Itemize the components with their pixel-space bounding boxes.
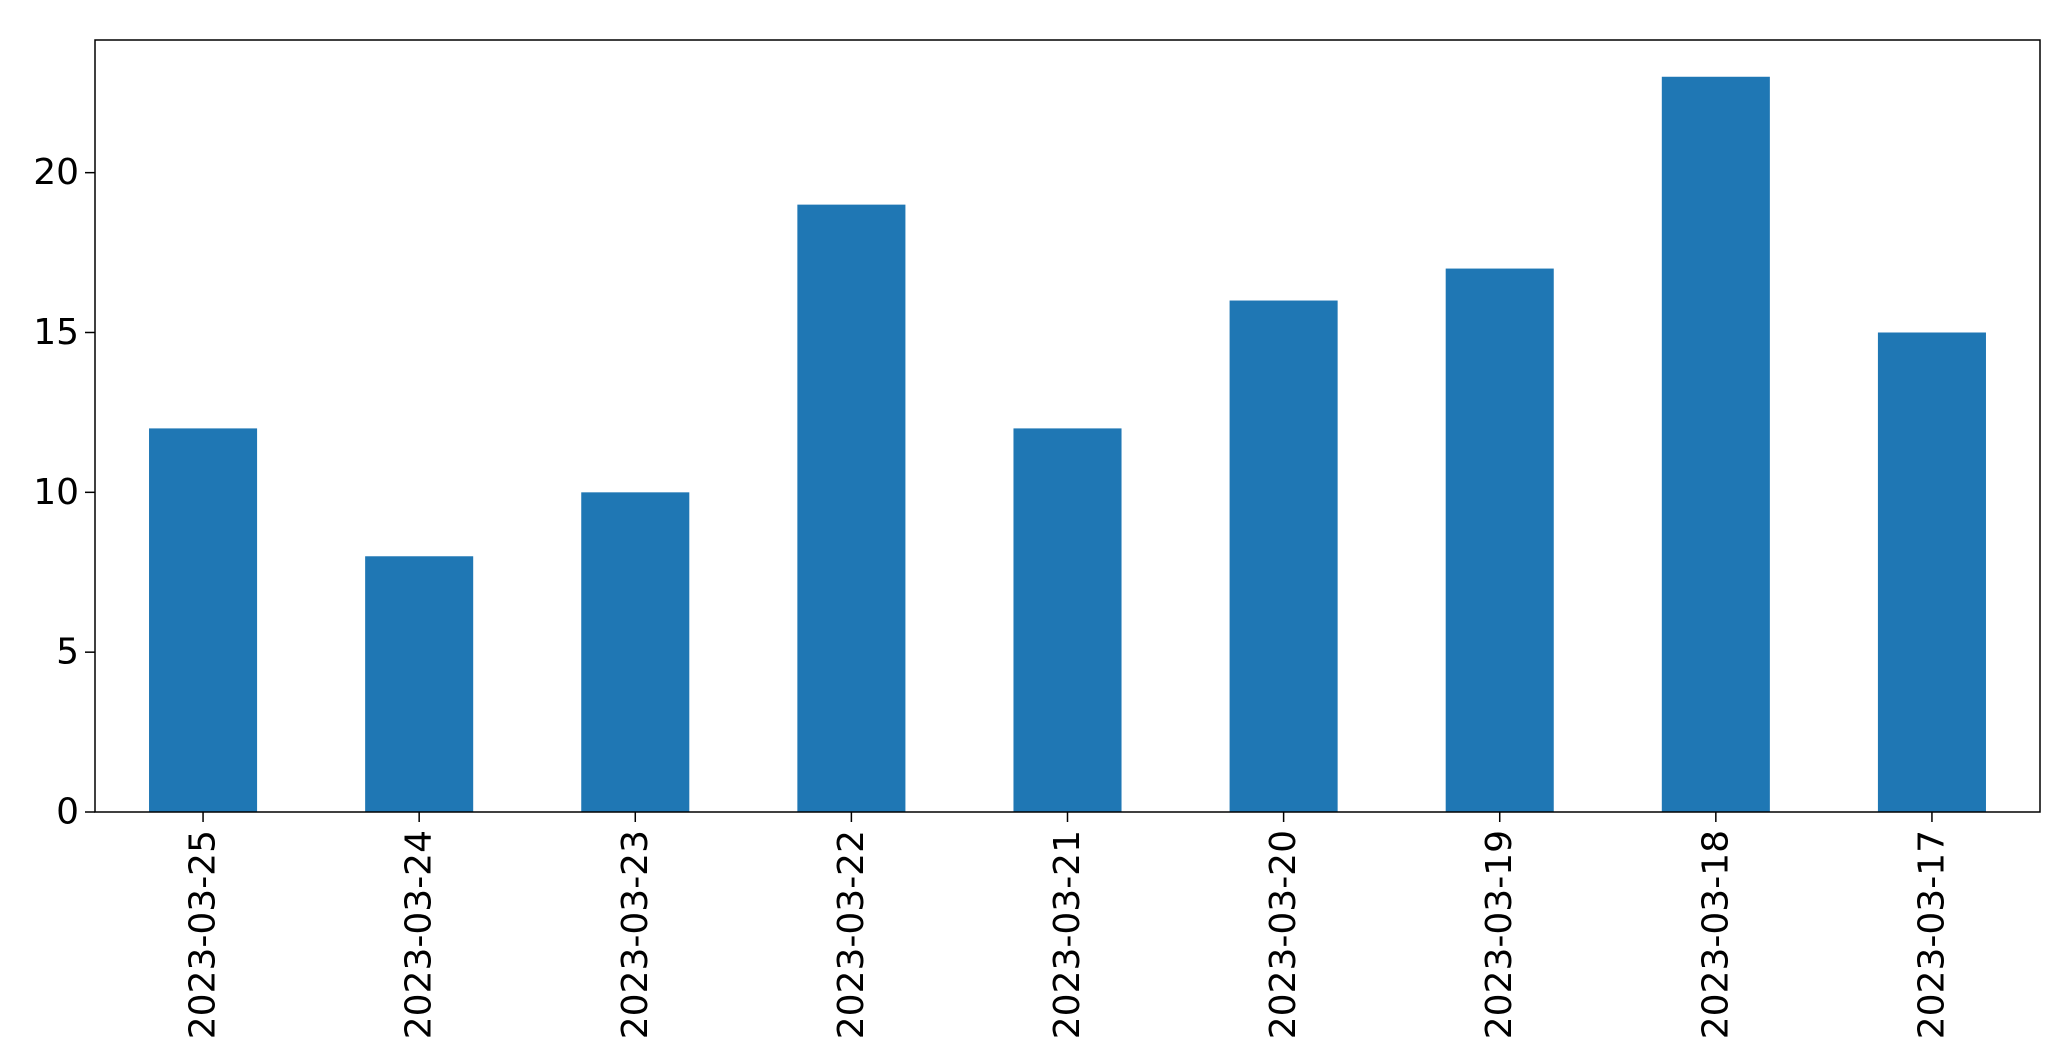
x-tick-label: 2023-03-17 bbox=[1911, 830, 1952, 1039]
x-axis: 2023-03-25 2023-03-24 2023-03-23 2023-03-22… bbox=[183, 812, 1952, 1039]
bar-2023-03-20 bbox=[1229, 300, 1338, 812]
bar-2023-03-25 bbox=[149, 428, 258, 812]
bar-2023-03-18 bbox=[1661, 76, 1770, 812]
y-tick-label: 20 bbox=[33, 152, 79, 193]
bar-2023-03-24 bbox=[365, 556, 474, 812]
x-tick-label: 2023-03-18 bbox=[1695, 830, 1736, 1039]
bar-2023-03-19 bbox=[1445, 268, 1554, 813]
bar-2023-03-17 bbox=[1877, 332, 1986, 812]
x-tick-label: 2023-03-23 bbox=[615, 830, 656, 1039]
x-tick-label: 2023-03-21 bbox=[1047, 830, 1088, 1039]
y-tick-label: 15 bbox=[33, 312, 79, 353]
x-tick-label: 2023-03-20 bbox=[1263, 830, 1304, 1039]
y-axis: 0 5 10 15 20 bbox=[33, 152, 95, 833]
bars-group bbox=[149, 76, 1986, 813]
bar-2023-03-23 bbox=[581, 492, 690, 812]
bar-2023-03-22 bbox=[797, 204, 906, 812]
y-tick-label: 5 bbox=[56, 632, 79, 673]
x-tick-label: 2023-03-19 bbox=[1479, 830, 1520, 1039]
x-tick-label: 2023-03-25 bbox=[183, 830, 224, 1039]
x-tick-label: 2023-03-24 bbox=[399, 830, 440, 1039]
y-tick-label: 0 bbox=[56, 792, 79, 833]
bar-2023-03-21 bbox=[1013, 428, 1122, 812]
x-tick-label: 2023-03-22 bbox=[831, 830, 872, 1039]
y-tick-label: 10 bbox=[33, 472, 79, 513]
